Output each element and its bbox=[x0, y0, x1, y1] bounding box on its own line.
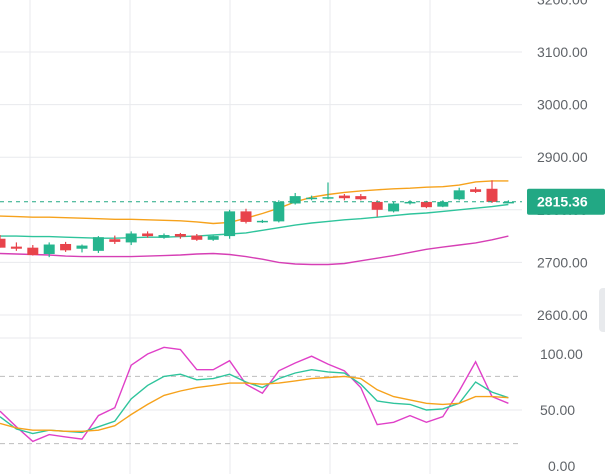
candle-body-up bbox=[502, 201, 514, 204]
candle-body-down bbox=[240, 211, 252, 222]
grid-layer bbox=[0, 0, 522, 474]
current-price-tag: 2815.36 bbox=[0, 188, 605, 215]
oscillator-line-1 bbox=[0, 346, 509, 443]
candle-body-up bbox=[207, 236, 219, 240]
oscillator-line-2 bbox=[0, 368, 509, 435]
oscillator-line-3 bbox=[0, 375, 509, 432]
candle-body-up bbox=[273, 201, 285, 222]
price-tick-label: 2600.00 bbox=[537, 307, 588, 323]
candle-body-up bbox=[437, 201, 449, 207]
price-tick-label: 2900.00 bbox=[537, 149, 588, 165]
candle-body-up bbox=[388, 203, 400, 212]
bollinger-bands bbox=[0, 180, 509, 266]
band-lower-line bbox=[0, 235, 509, 266]
candle-body-down bbox=[109, 239, 121, 242]
oscillator-panel bbox=[0, 346, 522, 445]
candle-body-up bbox=[125, 233, 137, 243]
candle-body-down bbox=[371, 201, 383, 210]
candle-body-up bbox=[224, 211, 236, 237]
candle-body-down bbox=[10, 246, 22, 249]
candle-body-up bbox=[92, 237, 104, 251]
price-axis: 3100.003000.002900.002800.002700.002600.… bbox=[537, 0, 588, 474]
candle-body-down bbox=[191, 235, 203, 240]
candle-body-down bbox=[142, 233, 154, 237]
price-tick-label: 2700.00 bbox=[537, 254, 588, 270]
candle-body-up bbox=[158, 235, 170, 238]
candle-body-down bbox=[174, 233, 186, 237]
candles bbox=[0, 180, 514, 258]
oscillator-tick-label: 0.00 bbox=[548, 458, 575, 474]
panel-resize-handle[interactable] bbox=[599, 288, 605, 332]
oscillator-tick-label: 100.00 bbox=[540, 346, 583, 362]
candle-body-up bbox=[43, 244, 55, 254]
price-tick-label: 3200.00 bbox=[537, 0, 588, 7]
candle-body-down bbox=[0, 238, 6, 248]
candle-body-up bbox=[453, 190, 465, 200]
candle-body-down bbox=[60, 243, 72, 251]
current-price-badge bbox=[527, 188, 605, 215]
oscillator-tick-label: 50.00 bbox=[540, 402, 575, 418]
candle-body-up bbox=[256, 220, 268, 223]
band-upper-line bbox=[0, 180, 509, 225]
candle-body-down bbox=[338, 195, 350, 199]
price-tick-label: 3000.00 bbox=[537, 97, 588, 113]
candle-body-down bbox=[420, 201, 432, 208]
candle-body-up bbox=[306, 197, 318, 200]
candle-body-up bbox=[76, 245, 88, 249]
candle-body-up bbox=[322, 197, 334, 199]
current-price-label: 2815.36 bbox=[537, 194, 588, 210]
candle-body-down bbox=[27, 247, 39, 256]
price-tick-label: 3100.00 bbox=[537, 44, 588, 60]
candle-body-down bbox=[470, 189, 482, 192]
candle-body-up bbox=[289, 196, 301, 204]
candle-body-down bbox=[355, 196, 367, 200]
band-middle-line bbox=[0, 203, 509, 239]
candle-body-down bbox=[486, 188, 498, 202]
candle-body-up bbox=[404, 201, 416, 204]
